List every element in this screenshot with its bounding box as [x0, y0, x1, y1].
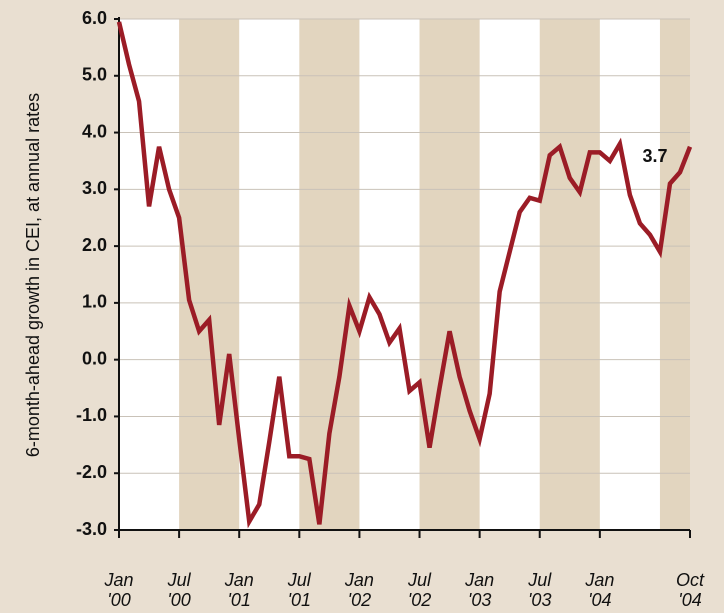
y-tick-label: 2.0 — [82, 235, 107, 255]
x-tick-label: Jan '01 — [224, 570, 254, 610]
y-tick-label: 3.0 — [82, 178, 107, 198]
y-tick-label: -1.0 — [76, 405, 107, 425]
x-tick-label: Jul '03 — [528, 570, 552, 610]
x-tick-label: Jul '01 — [287, 570, 312, 610]
x-tick-label: Jan '04 — [585, 570, 615, 610]
x-tick-label: Jan '03 — [465, 570, 495, 610]
x-tick-label: Jan '02 — [344, 570, 374, 610]
y-tick-label: 4.0 — [82, 121, 107, 141]
annotation: 3.7 — [642, 146, 667, 166]
y-tick-label: -2.0 — [76, 462, 107, 482]
x-tick-label: Jul '00 — [167, 570, 191, 610]
band — [179, 19, 240, 530]
y-tick-label: 6.0 — [82, 8, 107, 28]
x-tick-label: Jul '02 — [407, 570, 432, 610]
band — [539, 19, 600, 530]
y-tick-label: 1.0 — [82, 292, 107, 312]
x-tick-label: Jan '00 — [104, 570, 134, 610]
y-axis-title: 6-month-ahead growth in CEI, at annual r… — [23, 93, 43, 457]
band — [659, 19, 690, 530]
y-tick-label: 5.0 — [82, 65, 107, 85]
data-line — [116, 21, 693, 529]
x-tick-label: Oct '04 — [675, 570, 704, 610]
y-tick-label: 0.0 — [82, 348, 107, 368]
y-tick-label: -3.0 — [76, 519, 107, 539]
band — [419, 19, 480, 530]
